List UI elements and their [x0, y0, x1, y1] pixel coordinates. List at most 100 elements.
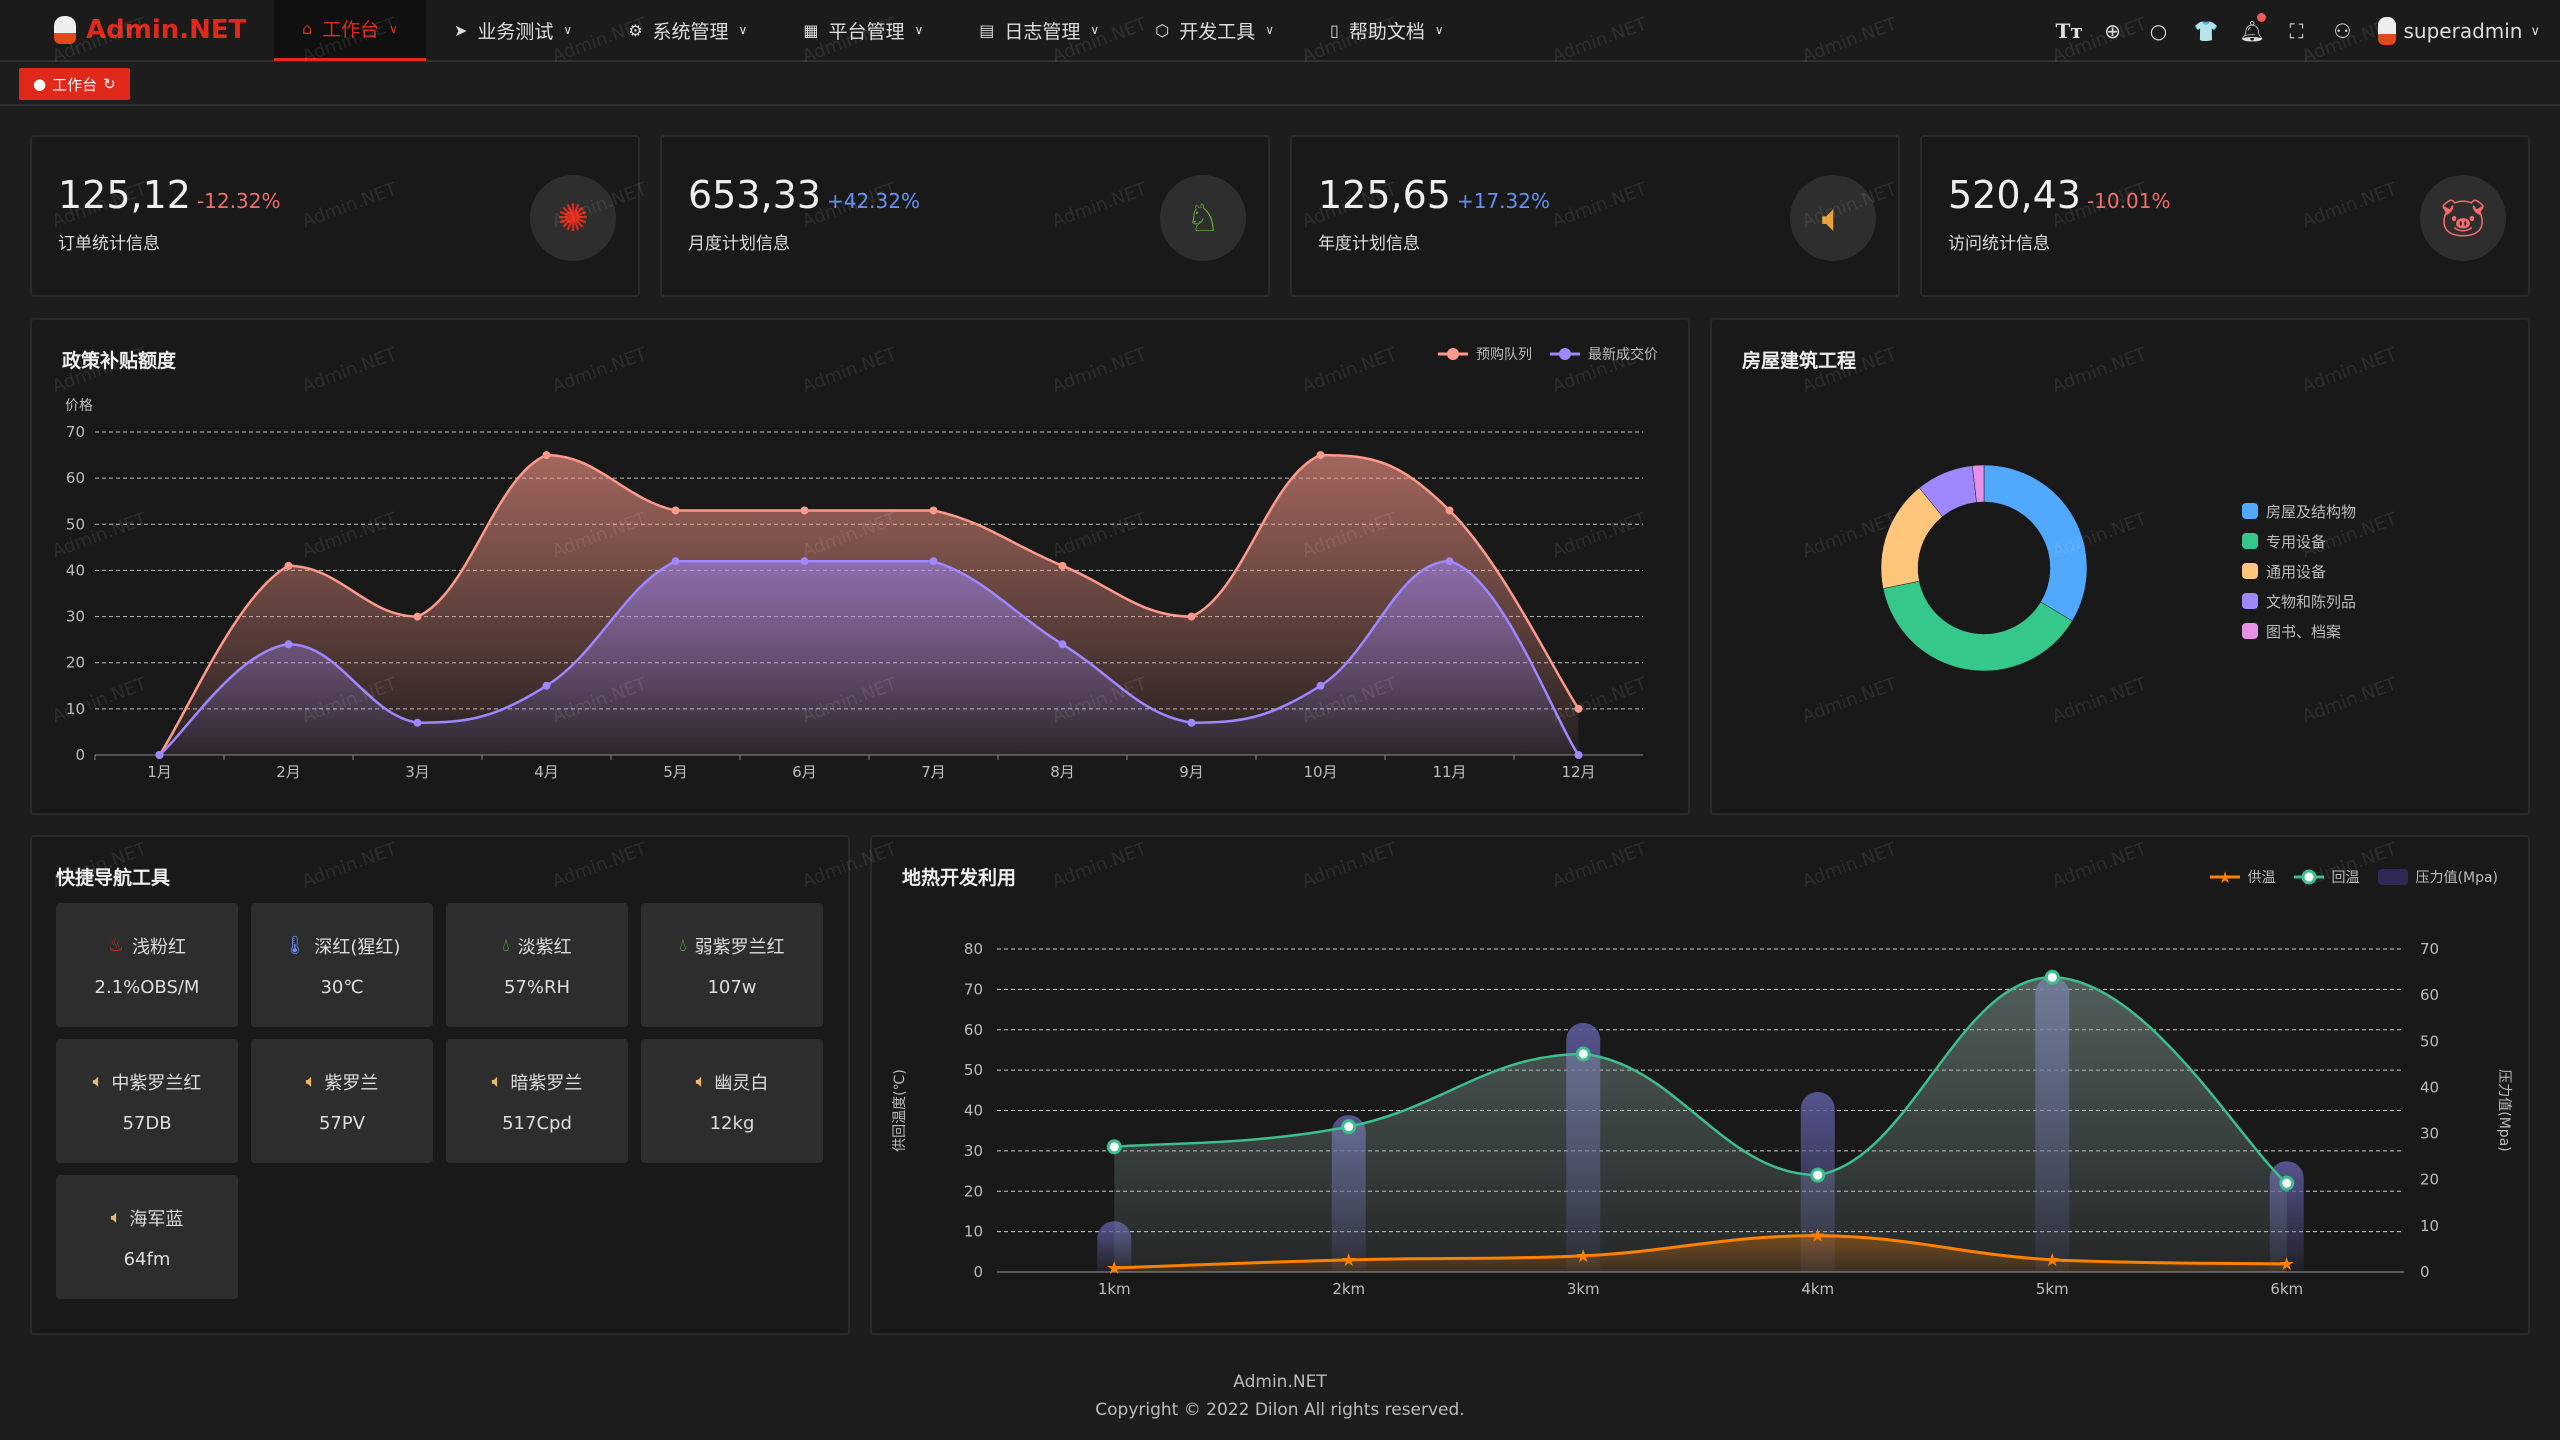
- data-point: [1574, 704, 1583, 713]
- quicknav-tile[interactable]: 🔈︎ 海军蓝 64fm: [56, 1175, 238, 1299]
- home-icon: ⌂: [302, 19, 313, 38]
- stat-change: -12.32%: [196, 189, 281, 213]
- y-right-tick-label: 0: [2420, 1263, 2430, 1281]
- stat-label: 年度计划信息: [1318, 234, 1420, 254]
- legend-item[interactable]: 图书、档案: [2242, 616, 2356, 646]
- speaker-icon: 🔈︎: [491, 1071, 503, 1092]
- legend-item[interactable]: 压力值(Mpa): [2377, 867, 2498, 887]
- header-toolbar: Tт ⊕ ○ 👕 🔔︎ ⛶ ⚇ superadmin ∨: [2055, 0, 2540, 62]
- x-tick-label: 8月: [1050, 763, 1075, 781]
- svg-text:★: ★: [2217, 869, 2231, 885]
- drops-icon: 💧︎: [679, 935, 687, 956]
- data-point: [1316, 681, 1325, 690]
- star-marker-icon: ★: [1575, 1246, 1591, 1267]
- menu-item-4[interactable]: ▤ 日志管理 ∨: [951, 0, 1127, 61]
- quicknav-tile[interactable]: 🔈︎ 中紫罗兰红 57DB: [56, 1039, 238, 1163]
- chevron-down-icon: ∨: [1265, 23, 1274, 37]
- speaker-icon: 🔈︎: [92, 1071, 104, 1092]
- data-point: [1058, 640, 1067, 649]
- geothermal-chart-panel: 地热开发利用 ★ 供温 回温 压力值(Mpa) 0 10 20 30 40 50 60 70 80 0 1…: [870, 835, 2530, 1335]
- book-icon: ▯: [1330, 20, 1339, 40]
- menu-item-5[interactable]: ⬡ 开发工具 ∨: [1127, 0, 1302, 61]
- user-icon[interactable]: ⚇: [2333, 19, 2352, 43]
- legend-item[interactable]: 回温: [2293, 867, 2360, 887]
- stat-card: 520,43 -10.01% 访问统计信息 🐷︎: [1920, 135, 2530, 297]
- data-point: [1574, 751, 1583, 759]
- star-marker-icon: ★: [1810, 1226, 1826, 1247]
- quicknav-panel: 快捷导航工具 ♨ 浅粉红 2.1%OBS/M 🌡︎ 深红(猩红) 30℃ 💧︎ 淡紫红 57%R…: [30, 835, 850, 1335]
- series-area: [1114, 1235, 2287, 1272]
- legend-label: 房屋及结构物: [2266, 502, 2357, 521]
- menu-item-0[interactable]: ⌂ 工作台 ∨: [274, 0, 426, 61]
- quicknav-tile[interactable]: 🌡︎ 深红(猩红) 30℃: [251, 903, 433, 1027]
- bell-icon[interactable]: 🔔︎: [2240, 13, 2266, 43]
- x-tick-label: 5月: [663, 763, 688, 781]
- quicknav-tile[interactable]: 💧︎ 淡紫红 57%RH: [446, 903, 628, 1027]
- tile-label: 淡紫红: [517, 936, 572, 958]
- chevron-down-icon: ∨: [389, 21, 398, 36]
- y-right-tick-label: 40: [2420, 1078, 2439, 1096]
- legend-item[interactable]: ★ 供温: [2209, 867, 2276, 887]
- legend-marker-icon: ★: [2209, 869, 2240, 885]
- data-point: [284, 640, 293, 649]
- avatar: [2377, 17, 2396, 45]
- x-tick-label: 4km: [1801, 1280, 1834, 1298]
- theme-shirt-icon[interactable]: 👕: [2193, 19, 2219, 43]
- legend-swatch: [2242, 503, 2258, 519]
- y-right-tick-label: 10: [2420, 1217, 2439, 1235]
- stat-label: 访问统计信息: [1948, 234, 2050, 254]
- menu-item-2[interactable]: ⚙ 系统管理 ∨: [600, 0, 775, 61]
- legend-item[interactable]: 文物和陈列品: [2242, 586, 2356, 616]
- x-tick-label: 6月: [792, 763, 817, 781]
- y-right-tick-label: 20: [2420, 1171, 2439, 1189]
- x-tick-label: 1月: [147, 763, 172, 781]
- user-menu[interactable]: superadmin ∨: [2377, 17, 2540, 45]
- menu-item-3[interactable]: ▦ 平台管理 ∨: [775, 0, 951, 61]
- quicknav-tile[interactable]: 🔈︎ 幽灵白 12kg: [641, 1039, 823, 1163]
- star-marker-icon: ★: [2279, 1254, 2295, 1275]
- chevron-down-icon: ∨: [563, 23, 573, 37]
- main-menu: ⌂ 工作台 ∨ ➤ 业务测试 ∨ ⚙ 系统管理 ∨ ▦ 平台管理 ∨ ▤ 日志管理 ∨ ⬡ 开发工具 ∨ ▯ 帮助文档…: [274, 0, 1472, 61]
- legend-item[interactable]: 最新成交价: [1550, 344, 1658, 364]
- quicknav-tile[interactable]: ♨ 浅粉红 2.1%OBS/M: [56, 903, 238, 1027]
- font-size-icon[interactable]: Tт: [2055, 19, 2083, 43]
- y-left-tick-label: 70: [964, 980, 983, 998]
- data-point: [800, 557, 809, 566]
- legend-item[interactable]: 房屋及结构物: [2242, 496, 2356, 526]
- legend-item[interactable]: 专用设备: [2242, 526, 2356, 556]
- tile-value: 30℃: [320, 976, 364, 998]
- logo[interactable]: Admin.NET: [54, 15, 274, 45]
- pie-slice: [1972, 464, 1985, 503]
- legend-label: 通用设备: [2266, 562, 2327, 581]
- menu-item-1[interactable]: ➤ 业务测试 ∨: [426, 0, 600, 61]
- send-icon: ➤: [453, 20, 468, 40]
- x-tick-label: 9月: [1179, 763, 1204, 781]
- tag-workbench[interactable]: ● 工作台 ↻: [19, 68, 130, 100]
- search-icon[interactable]: ○: [2149, 19, 2168, 43]
- tags-bar: ● 工作台 ↻: [0, 64, 2560, 106]
- language-icon[interactable]: ⊕: [2104, 19, 2121, 43]
- cake-icon: ♨: [107, 935, 125, 956]
- y-left-axis-label: 供回温度(℃): [892, 1069, 908, 1152]
- quicknav-tile[interactable]: 🔈︎ 暗紫罗兰 517Cpd: [446, 1039, 628, 1163]
- data-point: [1575, 1046, 1591, 1062]
- footer-brand: Admin.NET: [1233, 1372, 1327, 1392]
- quicknav-tile[interactable]: 💧︎ 弱紫罗兰红 107w: [641, 903, 823, 1027]
- series-area: [159, 561, 1579, 755]
- data-point: [2279, 1175, 2295, 1191]
- x-tick-label: 3km: [1567, 1280, 1600, 1298]
- stamp-icon: ✺: [530, 175, 616, 261]
- legend-item[interactable]: 预购队列: [1438, 344, 1532, 364]
- data-point: [284, 561, 293, 570]
- tile-value: 57PV: [318, 1112, 366, 1134]
- fullscreen-icon[interactable]: ⛶: [2289, 19, 2304, 43]
- quicknav-tile[interactable]: 🔈︎ 紫罗兰 57PV: [251, 1039, 433, 1163]
- tile-label: 紫罗兰: [324, 1072, 379, 1094]
- chevron-down-icon: ∨: [1090, 23, 1100, 37]
- tile-label: 幽灵白: [714, 1072, 769, 1094]
- menu-item-6[interactable]: ▯ 帮助文档 ∨: [1302, 0, 1472, 61]
- refresh-icon[interactable]: ↻: [103, 75, 116, 93]
- y-tick-label: 30: [66, 608, 85, 626]
- stat-value-row: 653,33 +42.32%: [688, 173, 920, 217]
- legend-item[interactable]: 通用设备: [2242, 556, 2356, 586]
